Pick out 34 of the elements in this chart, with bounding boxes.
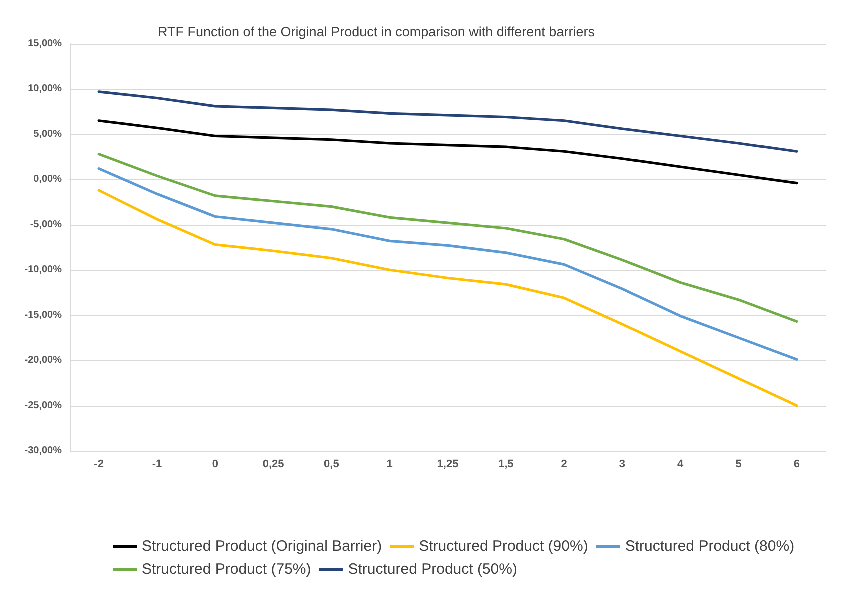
x-tick-label: 5 bbox=[736, 458, 742, 470]
legend-label: Structured Product (Original Barrier) bbox=[142, 538, 382, 555]
x-tick-label: 1,5 bbox=[498, 458, 514, 470]
chart-title: RTF Function of the Original Product in comparison with different barriers bbox=[158, 24, 596, 40]
x-tick-label: 0,25 bbox=[262, 458, 284, 470]
line-series bbox=[98, 120, 798, 185]
line-series bbox=[98, 90, 798, 153]
x-tick-label: 3 bbox=[619, 458, 626, 470]
y-tick-label: -20,00% bbox=[24, 355, 62, 366]
x-tick-label: 0,5 bbox=[324, 458, 340, 470]
y-tick-label: 15,00% bbox=[28, 38, 62, 50]
y-tick-label: 5,00% bbox=[34, 128, 62, 140]
x-tick-label: 4 bbox=[678, 458, 685, 470]
legend-label: Structured Product (80%) bbox=[625, 538, 795, 555]
y-tick-label: 0,00% bbox=[34, 174, 62, 186]
legend-label: Structured Product (50%) bbox=[348, 561, 518, 578]
x-tick-label: 2 bbox=[561, 458, 568, 470]
x-tick-label: 1,25 bbox=[437, 458, 459, 470]
line-series bbox=[98, 168, 798, 361]
x-tick-label: -1 bbox=[152, 458, 162, 470]
y-tick-label: -30,00% bbox=[24, 446, 62, 456]
line-series bbox=[98, 189, 798, 408]
x-tick-label: 1 bbox=[386, 458, 393, 470]
y-tick-label: -15,00% bbox=[24, 310, 62, 321]
x-tick-label: -2 bbox=[94, 458, 104, 470]
x-tick-label: 6 bbox=[794, 458, 800, 470]
legend-label: Structured Product (90%) bbox=[419, 538, 588, 555]
legend-label: Structured Product (75%) bbox=[142, 561, 312, 578]
y-tick-label: -10,00% bbox=[24, 264, 62, 276]
x-tick-label: 0 bbox=[212, 458, 218, 470]
y-tick-label: -5,00% bbox=[30, 219, 62, 230]
line-series bbox=[98, 153, 798, 323]
y-tick-label: -25,00% bbox=[24, 400, 62, 412]
y-tick-label: 10,00% bbox=[28, 84, 62, 95]
